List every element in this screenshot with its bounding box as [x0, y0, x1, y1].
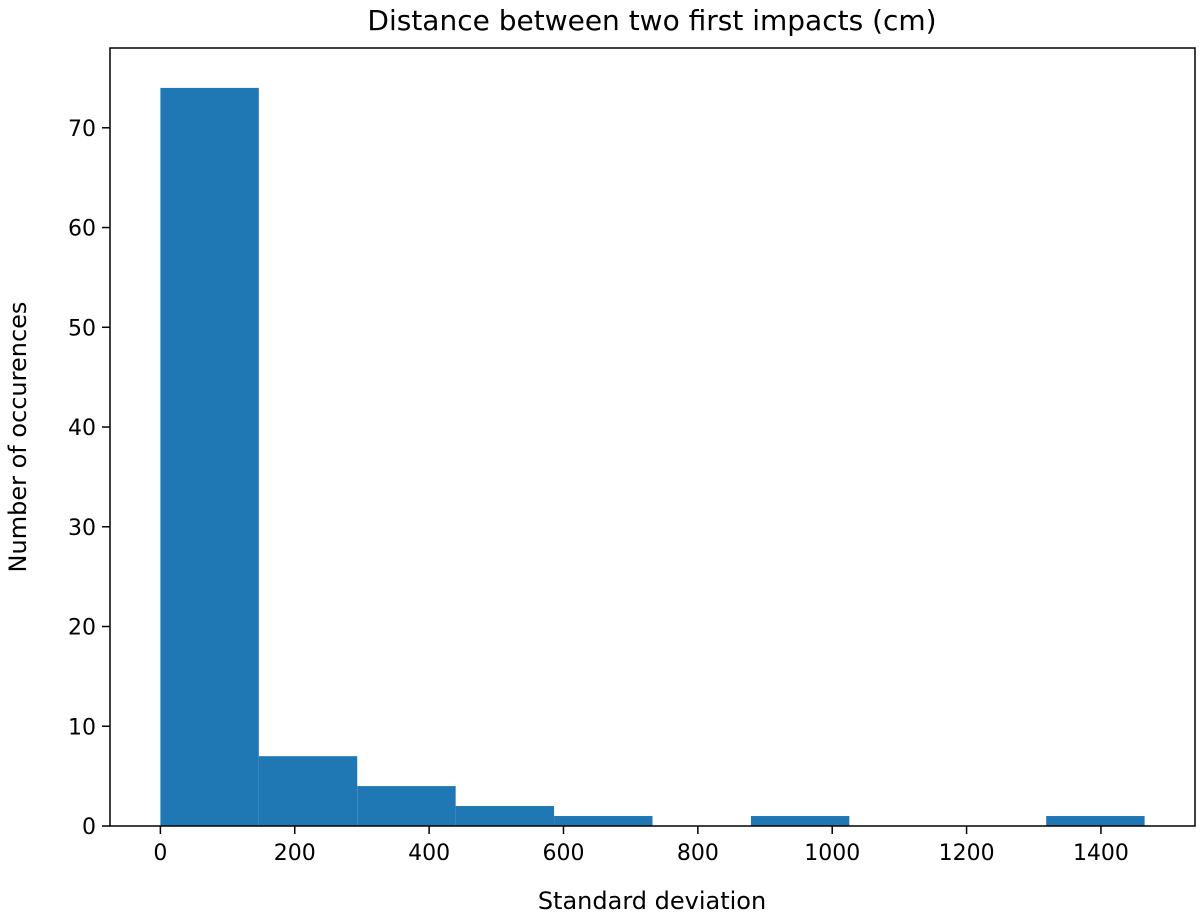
x-tick-label: 600 [542, 841, 584, 866]
x-tick-label: 0 [153, 841, 167, 866]
x-tick-label: 800 [677, 841, 719, 866]
y-tick-label: 20 [68, 616, 96, 641]
y-tick-label: 40 [68, 416, 96, 441]
histogram-bar-3 [455, 806, 555, 826]
histogram-bar-1 [258, 756, 358, 826]
chart-title: Distance between two first impacts (cm) [367, 4, 936, 37]
histogram-bar-2 [357, 786, 456, 826]
y-tick-label: 30 [68, 516, 96, 541]
x-tick-label: 200 [274, 841, 316, 866]
y-tick-label: 70 [68, 117, 96, 142]
x-tick-label: 1000 [804, 841, 860, 866]
y-axis-ticks: 0 10 20 30 40 50 60 70 [68, 117, 110, 840]
x-tick-label: 1400 [1073, 841, 1129, 866]
x-axis-label: Standard deviation [538, 887, 766, 915]
x-axis-ticks: 0 200 400 600 800 1000 1200 1400 [153, 826, 1129, 866]
x-tick-label: 1200 [939, 841, 995, 866]
histogram-bar-9 [1046, 816, 1145, 826]
y-tick-label: 60 [68, 217, 96, 242]
histogram-bar-4 [554, 816, 653, 826]
plot-frame [109, 47, 1196, 827]
bars-group [160, 87, 1145, 826]
y-tick-label: 0 [82, 815, 96, 840]
histogram-bar-6 [750, 816, 850, 826]
y-axis-label: Number of occurences [4, 302, 32, 573]
y-tick-label: 10 [68, 715, 96, 740]
y-tick-label: 50 [68, 316, 96, 341]
x-tick-label: 400 [408, 841, 450, 866]
histogram-bar-0 [160, 87, 259, 826]
